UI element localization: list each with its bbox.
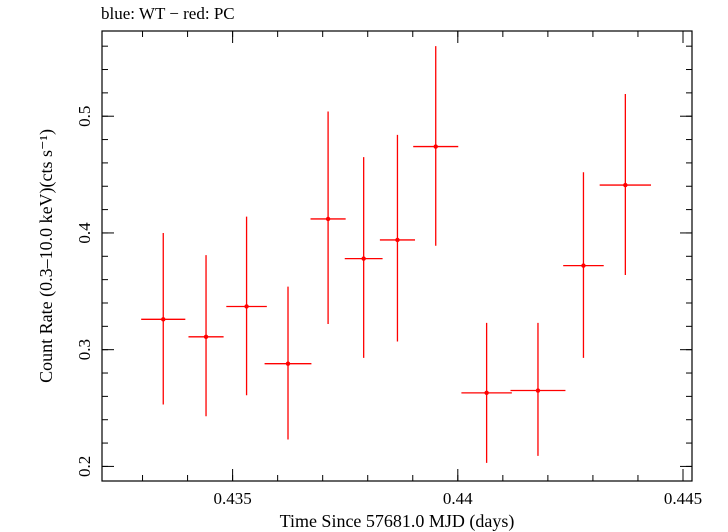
data-marker: [285, 361, 291, 366]
axis-ticks: [102, 31, 692, 481]
data-marker: [623, 182, 628, 188]
data-marker: [484, 390, 489, 396]
data-point: [264, 286, 312, 440]
data-point: [563, 172, 604, 358]
data-marker: [395, 237, 400, 243]
data-marker: [244, 304, 249, 309]
y-tick-label: 0.5: [75, 106, 94, 127]
x-tick-label: 0.445: [664, 489, 702, 508]
data-point: [344, 157, 383, 358]
data-point: [379, 134, 416, 342]
data-point: [310, 111, 346, 324]
data-point: [226, 216, 267, 396]
data-marker: [433, 144, 438, 149]
data-point: [510, 322, 566, 456]
data-marker: [581, 263, 586, 268]
data-point: [599, 94, 652, 275]
data-marker: [161, 317, 166, 322]
y-axis-label: Count Rate (0.3–10.0 keV)(cts s⁻¹): [36, 129, 57, 383]
data-point: [413, 46, 459, 246]
data-point: [141, 232, 186, 405]
x-tick-label: 0.435: [213, 489, 251, 508]
chart-title: blue: WT − red: PC: [101, 4, 235, 23]
tick-labels: 0.435 0.44 0.445 0.2 0.3 0.4 0.5: [75, 106, 702, 508]
data-marker: [203, 334, 209, 340]
data-point: [461, 322, 512, 463]
y-tick-label: 0.2: [75, 456, 94, 477]
x-axis-label: Time Since 57681.0 MJD (days): [280, 511, 515, 532]
y-tick-label: 0.3: [75, 339, 94, 360]
data-point: [188, 255, 224, 417]
data-marker: [361, 256, 366, 261]
data-series: [141, 46, 652, 463]
x-tick-label: 0.44: [443, 489, 473, 508]
data-marker: [535, 388, 541, 393]
data-marker: [325, 216, 331, 222]
y-tick-label: 0.4: [75, 222, 94, 244]
